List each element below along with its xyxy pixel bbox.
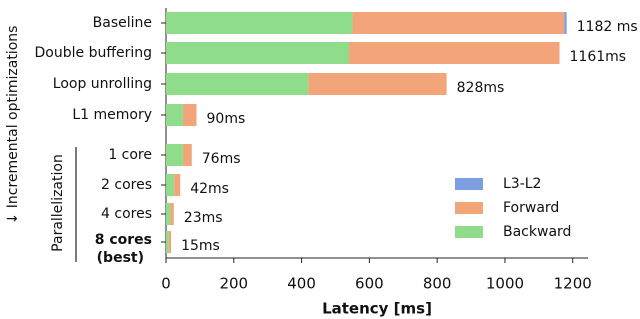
total-label: 23ms [184, 210, 223, 226]
x-tick-label: 800 [423, 275, 452, 293]
bar-segment [182, 144, 192, 166]
total-label: 1182 ms [577, 19, 638, 35]
legend-swatch [455, 178, 483, 190]
bar-segment [166, 73, 309, 95]
bar-segment [349, 42, 560, 64]
x-tick-label: 400 [287, 275, 316, 293]
total-label: 1161ms [570, 49, 627, 65]
total-label: 828ms [457, 80, 505, 96]
bar-segment [564, 12, 567, 34]
bar-segment [166, 12, 353, 34]
legend-label: Forward [503, 200, 559, 216]
bar-segment [166, 174, 175, 196]
y-tick-label: 8 cores [95, 232, 152, 248]
group-label: Parallelization [50, 154, 66, 252]
bar-segment [166, 104, 183, 126]
y-tick-label: Baseline [93, 15, 152, 31]
bar-segment [308, 73, 447, 95]
legend-label: Backward [503, 224, 571, 240]
bar-segment [182, 104, 197, 126]
total-label: 76ms [202, 151, 241, 167]
bar-segment [174, 174, 181, 196]
y-tick-label: 4 cores [101, 206, 152, 222]
bar-segment [168, 231, 172, 253]
x-tick-label: 1000 [486, 275, 524, 293]
y-tick-label: Loop unrolling [53, 76, 152, 92]
legend-swatch [455, 202, 483, 214]
total-label: 15ms [181, 238, 220, 254]
legend-swatch [455, 226, 483, 238]
y-tick-label: L1 memory [72, 107, 152, 123]
bar-segment [166, 203, 171, 225]
y-tick-label: 1 core [108, 147, 152, 163]
bar-segment [166, 42, 350, 64]
x-tick-label: 600 [355, 275, 384, 293]
x-axis-label: Latency [ms] [322, 300, 432, 318]
total-label: 90ms [207, 111, 246, 127]
legend-label: L3-L2 [503, 176, 541, 192]
x-tick-label: 200 [219, 275, 248, 293]
category-note: (best) [97, 250, 144, 266]
x-tick-label: 0 [161, 275, 171, 293]
y-axis-label: ↓ Incremental optimizations [5, 26, 21, 225]
bar-segment [166, 144, 183, 166]
x-tick-label: 1200 [554, 275, 592, 293]
y-tick-label: Double buffering [35, 45, 152, 61]
bar-segment [170, 203, 174, 225]
y-tick-label: 2 cores [101, 177, 152, 193]
total-label: 42ms [190, 181, 229, 197]
bar-segment [166, 231, 169, 253]
bar-segment [352, 12, 565, 34]
